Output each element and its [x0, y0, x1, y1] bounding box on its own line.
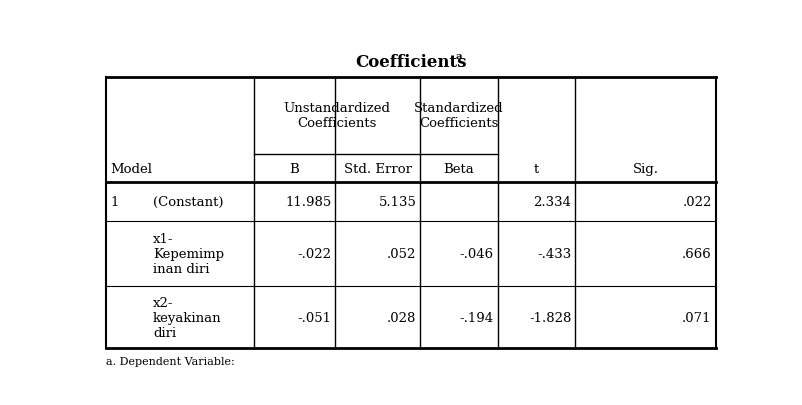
Text: 11.985: 11.985: [285, 196, 331, 209]
Text: 5.135: 5.135: [379, 196, 416, 209]
Text: x1-
Kepemimp
inan diri: x1- Kepemimp inan diri: [153, 232, 224, 275]
Text: Beta: Beta: [444, 162, 475, 175]
Text: Coefficients: Coefficients: [355, 54, 467, 71]
Text: -.433: -.433: [537, 247, 572, 260]
Text: -1.828: -1.828: [529, 311, 572, 324]
Text: Standardized
Coefficients: Standardized Coefficients: [415, 102, 504, 130]
Text: x2-
keyakinan
diri: x2- keyakinan diri: [153, 296, 221, 339]
Text: .666: .666: [682, 247, 711, 260]
Text: 2.334: 2.334: [533, 196, 572, 209]
Text: -.046: -.046: [460, 247, 494, 260]
Text: 1: 1: [111, 196, 119, 209]
Text: B: B: [290, 162, 299, 175]
Text: t: t: [534, 162, 539, 175]
Text: .022: .022: [683, 196, 711, 209]
Text: -.022: -.022: [298, 247, 331, 260]
Text: a. Dependent Variable:: a. Dependent Variable:: [107, 356, 235, 366]
Text: (Constant): (Constant): [153, 196, 224, 209]
Text: .052: .052: [387, 247, 416, 260]
Text: .028: .028: [387, 311, 416, 324]
Text: Unstandardized
Coefficients: Unstandardized Coefficients: [284, 102, 391, 130]
Text: -.194: -.194: [460, 311, 494, 324]
Text: a: a: [456, 52, 463, 61]
Text: Std. Error: Std. Error: [344, 162, 411, 175]
Text: Sig.: Sig.: [633, 162, 658, 175]
Text: -.051: -.051: [298, 311, 331, 324]
Text: Model: Model: [111, 162, 152, 175]
Text: .071: .071: [683, 311, 711, 324]
